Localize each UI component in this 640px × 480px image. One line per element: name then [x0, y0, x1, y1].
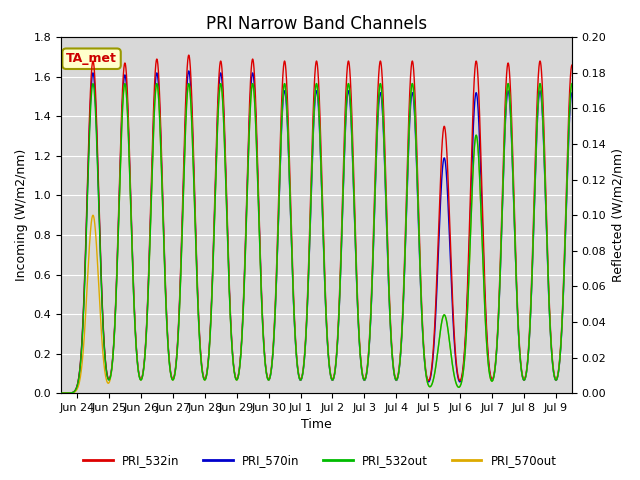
Y-axis label: Reflected (W/m2/nm): Reflected (W/m2/nm)	[612, 148, 625, 282]
X-axis label: Time: Time	[301, 419, 332, 432]
Y-axis label: Incoming (W/m2/nm): Incoming (W/m2/nm)	[15, 149, 28, 281]
Text: TA_met: TA_met	[66, 52, 117, 65]
Title: PRI Narrow Band Channels: PRI Narrow Band Channels	[206, 15, 427, 33]
Legend: PRI_532in, PRI_570in, PRI_532out, PRI_570out: PRI_532in, PRI_570in, PRI_532out, PRI_57…	[79, 449, 561, 472]
